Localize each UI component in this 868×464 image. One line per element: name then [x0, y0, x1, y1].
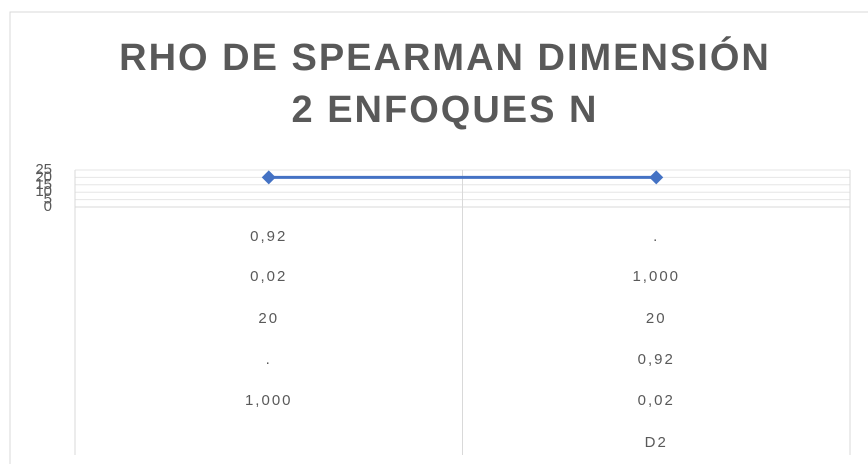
x-tick-label: D2 — [645, 434, 668, 451]
data-point — [649, 170, 664, 185]
chart-frame — [9, 11, 868, 464]
y-tick-label: 15 — [35, 176, 52, 193]
x-tick-label: 0,92 — [638, 351, 675, 368]
data-point — [261, 170, 276, 185]
y-tick-label: 5 — [44, 191, 52, 208]
y-tick-label: 10 — [35, 183, 52, 200]
x-tick-label: . — [266, 351, 272, 368]
x-tick-label: 0,92 — [250, 228, 287, 245]
x-tick-label: 1,000 — [245, 392, 293, 409]
x-tick-label: 20 — [646, 310, 667, 327]
chart-title: RHO DE SPEARMAN DIMENSIÓN — [119, 35, 771, 79]
chart-title: 2 ENFOQUES N — [292, 89, 599, 131]
x-tick-label: 1,000 — [632, 268, 680, 285]
x-tick-label: . — [653, 228, 659, 245]
x-tick-label: 20 — [258, 310, 279, 327]
y-tick-label: 25 — [35, 161, 52, 178]
y-tick-label: 0 — [44, 198, 52, 215]
y-tick-label: 20 — [35, 168, 52, 185]
x-tick-label: 0,02 — [250, 268, 287, 285]
x-tick-label: 0,02 — [638, 392, 675, 409]
